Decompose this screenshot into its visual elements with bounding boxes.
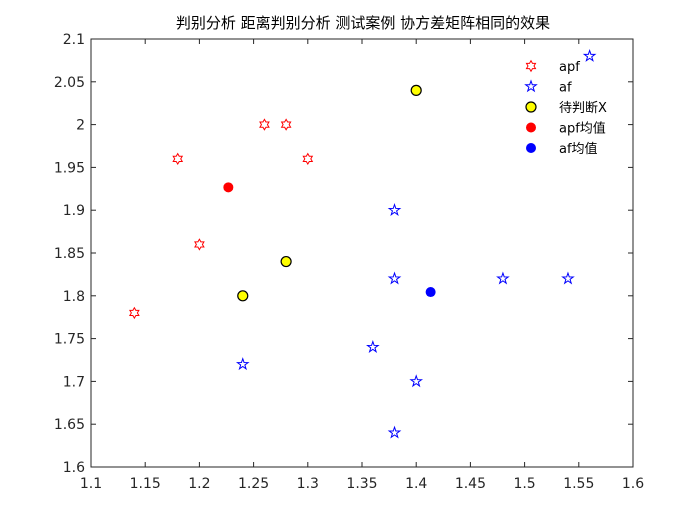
legend-label: apf (559, 60, 580, 75)
legend-marker (526, 122, 536, 133)
y-tick-label: 1.7 (63, 374, 85, 390)
data-point (387, 425, 402, 439)
data-point (223, 182, 234, 193)
y-tick-label: 1.6 (63, 460, 85, 476)
series-0 (128, 118, 314, 320)
y-tick-label: 1.9 (63, 203, 85, 219)
y-tick-label: 1.8 (63, 289, 85, 305)
y-tick-label: 1.75 (54, 332, 85, 348)
legend-marker (525, 59, 537, 73)
legend-entry: apf (525, 59, 580, 75)
data-point (259, 118, 270, 131)
data-point (366, 339, 380, 353)
legend-entry: 待判断X (525, 101, 607, 116)
legend-marker (525, 101, 537, 113)
data-point (561, 271, 575, 285)
x-tick-label: 1.3 (297, 476, 319, 492)
x-tick-label: 1.45 (455, 476, 486, 492)
x-tick-label: 1.35 (346, 476, 377, 492)
legend-entry: apf均值 (526, 121, 606, 137)
data-marks (128, 48, 597, 439)
legend-label: af均值 (559, 141, 598, 157)
data-point (235, 357, 250, 371)
data-point (302, 152, 314, 166)
y-tick-label: 1.65 (54, 417, 85, 433)
data-point (280, 118, 292, 131)
data-point (280, 255, 292, 268)
legend-label: af (559, 81, 572, 96)
data-point (387, 203, 402, 216)
legend-entry: af (524, 79, 572, 96)
chart-title: 判别分析 距离判别分析 测试案例 协方差矩阵相同的效果 (176, 14, 550, 32)
series-2 (237, 84, 422, 302)
legend-entry: af均值 (526, 141, 598, 157)
x-tick-label: 1.6 (622, 476, 644, 492)
legend-label: 待判断X (559, 101, 607, 116)
data-point (410, 84, 422, 96)
x-tick-label: 1.55 (563, 476, 594, 492)
data-point (194, 238, 205, 251)
data-point (237, 290, 249, 302)
data-point (172, 152, 184, 166)
series-4 (425, 287, 436, 298)
x-tick-label: 1.15 (130, 476, 161, 492)
legend: apf af 待判断X apf均值 af均值 (524, 59, 607, 157)
axes: 1.1 1.15 1.2 1.25 1.3 1.35 1.4 1.45 1.5 1.55 1.6 1.… (54, 32, 644, 492)
y-tick-label: 1.85 (54, 246, 85, 262)
legend-marker (524, 79, 538, 93)
series-1 (235, 48, 597, 439)
x-tick-label: 1.1 (80, 476, 102, 492)
x-tick-label: 1.4 (405, 476, 427, 492)
data-point (425, 287, 436, 298)
data-point (387, 271, 402, 285)
series-3 (223, 182, 234, 193)
x-tick-label: 1.25 (238, 476, 269, 492)
data-point (409, 374, 424, 388)
x-tick-label: 1.2 (188, 476, 210, 492)
legend-label: apf均值 (559, 121, 606, 137)
data-point (496, 271, 510, 285)
y-tick-label: 2.05 (54, 75, 85, 91)
legend-marker (526, 143, 536, 153)
y-tick-label: 2.1 (63, 32, 85, 48)
data-point (582, 48, 597, 62)
plot-area (91, 39, 633, 467)
y-tick-label: 2 (76, 118, 85, 134)
y-tick-label: 1.95 (54, 160, 85, 176)
x-tick-label: 1.5 (513, 476, 535, 492)
data-point (128, 306, 140, 320)
